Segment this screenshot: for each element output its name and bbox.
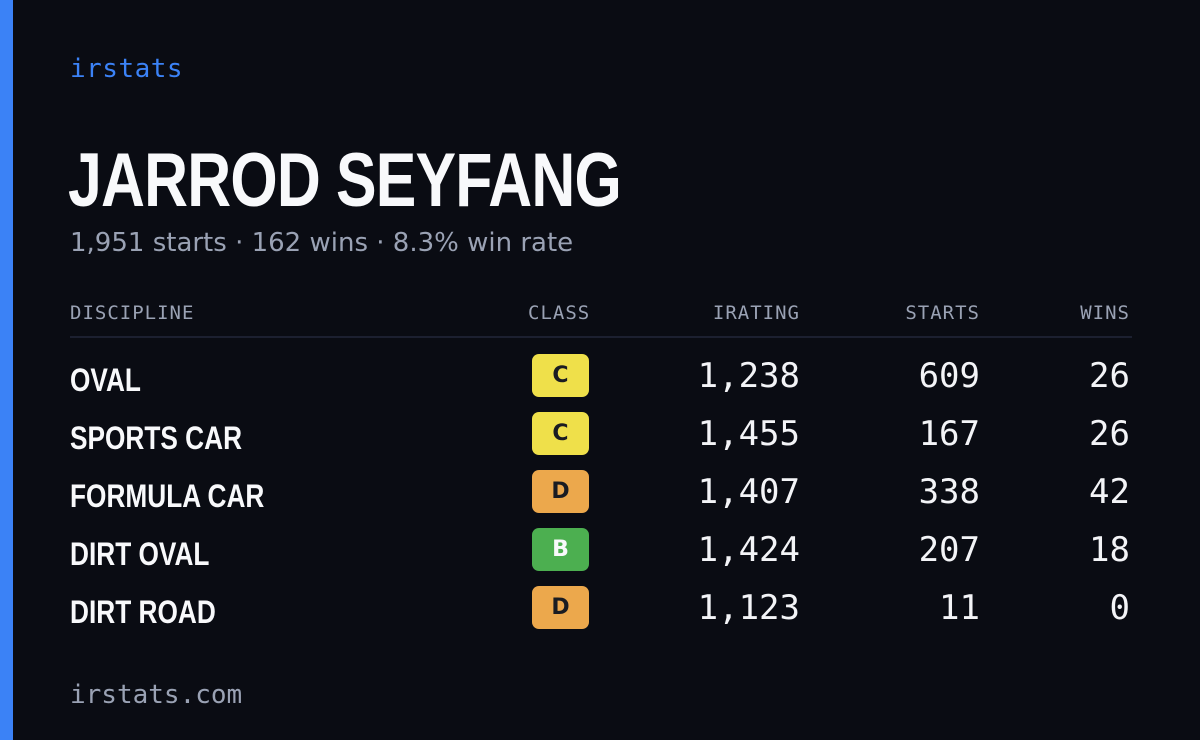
class-badge: D xyxy=(532,470,589,513)
discipline-name: OVAL xyxy=(70,362,141,398)
table-row: FORMULA CAR D 1,407 338 42 xyxy=(70,470,1132,528)
header-irating: IRATING xyxy=(712,302,800,324)
irating-value: 1,407 xyxy=(697,472,800,512)
starts-value: 167 xyxy=(918,414,980,454)
table-row: OVAL C 1,238 609 26 xyxy=(70,354,1132,412)
table-body: OVAL C 1,238 609 26 SPORTS CAR C 1,455 1… xyxy=(70,338,1132,644)
irating-value: 1,123 xyxy=(697,588,800,628)
wins-value: 18 xyxy=(1089,530,1130,570)
irating-value: 1,424 xyxy=(697,530,800,570)
irating-value: 1,238 xyxy=(697,356,800,396)
wins-value: 42 xyxy=(1089,472,1130,512)
discipline-name: DIRT OVAL xyxy=(70,536,210,572)
wins-value: 0 xyxy=(1109,588,1130,628)
discipline-name: FORMULA CAR xyxy=(70,478,265,514)
accent-bar xyxy=(0,0,13,740)
class-badge: B xyxy=(532,528,589,571)
footer-url: irstats.com xyxy=(70,680,243,710)
header-starts: STARTS xyxy=(905,302,980,324)
class-badge: C xyxy=(532,354,589,397)
discipline-name: DIRT ROAD xyxy=(70,594,216,630)
wins-value: 26 xyxy=(1089,414,1130,454)
header-discipline: DISCIPLINE xyxy=(70,302,195,324)
brand-logo-text: irstats xyxy=(70,54,184,84)
table-header: DISCIPLINE CLASS IRATING STARTS WINS xyxy=(70,298,1132,338)
starts-value: 11 xyxy=(939,588,980,628)
class-badge: D xyxy=(532,586,589,629)
discipline-name: SPORTS CAR xyxy=(70,420,243,456)
class-badge: C xyxy=(532,412,589,455)
wins-value: 26 xyxy=(1089,356,1130,396)
driver-summary: 1,951 starts · 162 wins · 8.3% win rate xyxy=(70,228,574,258)
table-row: SPORTS CAR C 1,455 167 26 xyxy=(70,412,1132,470)
starts-value: 338 xyxy=(918,472,980,512)
table-row: DIRT ROAD D 1,123 11 0 xyxy=(70,586,1132,644)
header-class: CLASS xyxy=(528,302,591,324)
starts-value: 609 xyxy=(918,356,980,396)
header-wins: WINS xyxy=(1080,302,1130,324)
table-row: DIRT OVAL B 1,424 207 18 xyxy=(70,528,1132,586)
driver-name: JARROD SEYFANG xyxy=(68,138,622,223)
starts-value: 207 xyxy=(918,530,980,570)
discipline-table: DISCIPLINE CLASS IRATING STARTS WINS OVA… xyxy=(70,298,1132,644)
irating-value: 1,455 xyxy=(697,414,800,454)
